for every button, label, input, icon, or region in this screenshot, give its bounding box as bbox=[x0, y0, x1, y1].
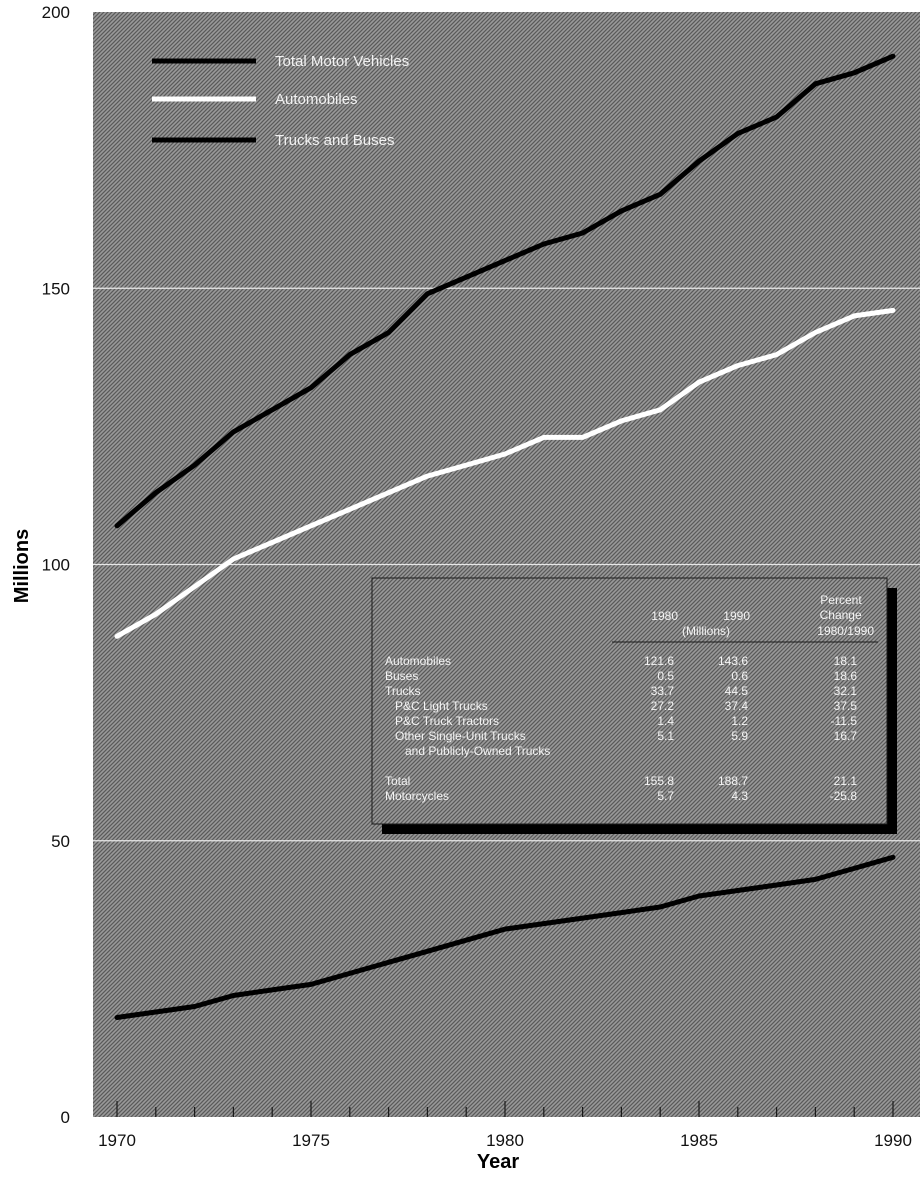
x-axis-tick-labels: 1970 1975 1980 1985 1990 bbox=[98, 1131, 912, 1150]
table-row: P&C Truck Tractors 1.4 1.2 -11.5 bbox=[395, 714, 857, 728]
table-row: Buses 0.5 0.6 18.6 bbox=[385, 669, 857, 683]
table-cell-1990: 4.3 bbox=[731, 789, 748, 803]
table-row: Other Single-Unit Trucks 5.1 5.9 16.7 bbox=[395, 729, 857, 743]
series-total-motor-vehicles bbox=[114, 53, 896, 529]
x-axis-title: Year bbox=[477, 1151, 519, 1173]
table-cell-1990: 143.6 bbox=[718, 654, 748, 668]
table-row-label: Buses bbox=[385, 669, 418, 683]
table-cell-percent: 18.1 bbox=[834, 654, 858, 668]
table-cell-percent: -25.8 bbox=[830, 789, 858, 803]
table-row: Trucks 33.7 44.5 32.1 bbox=[385, 684, 857, 698]
table-row: Automobiles 121.6 143.6 18.1 bbox=[385, 654, 857, 668]
table-cell-1980: 121.6 bbox=[644, 654, 674, 668]
table-cell-1980: 33.7 bbox=[651, 684, 675, 698]
x-tick-label-1970: 1970 bbox=[98, 1131, 136, 1150]
y-tick-label-150: 150 bbox=[42, 279, 70, 298]
table-row-label: Trucks bbox=[385, 684, 421, 698]
table-row-label: Automobiles bbox=[385, 654, 451, 668]
table-cell-percent: 16.7 bbox=[834, 729, 858, 743]
y-axis-tick-labels: 0 50 100 150 200 bbox=[42, 3, 70, 1127]
table-cell-1990: 37.4 bbox=[725, 699, 749, 713]
table-cell-1980: 0.5 bbox=[657, 669, 674, 683]
y-axis-title: Millions bbox=[11, 529, 33, 603]
table-row: Total 155.8 188.7 21.1 bbox=[385, 774, 857, 788]
table-cell-1980: 27.2 bbox=[651, 699, 675, 713]
table-cell-1980: 5.1 bbox=[657, 729, 674, 743]
table-units: (Millions) bbox=[682, 624, 730, 638]
table-cell-1980: 5.7 bbox=[657, 789, 674, 803]
table-rows: Automobiles 121.6 143.6 18.1 Buses 0.5 0.6 18.6… bbox=[385, 654, 857, 803]
table-cell-percent: 18.6 bbox=[834, 669, 858, 683]
table-row: P&C Light Trucks 27.2 37.4 37.5 bbox=[395, 699, 857, 713]
x-tick-label-1975: 1975 bbox=[292, 1131, 330, 1150]
x-tick-label-1980: 1980 bbox=[486, 1131, 524, 1150]
table-row-label: and Publicly-Owned Trucks bbox=[405, 744, 550, 758]
table-cell-percent: 37.5 bbox=[834, 699, 858, 713]
table-header-1980: 1980 bbox=[651, 609, 678, 623]
x-tick-label-1985: 1985 bbox=[680, 1131, 718, 1150]
legend-label-trucks-buses: Trucks and Buses bbox=[275, 132, 395, 149]
inset-table-box bbox=[371, 577, 888, 825]
y-tick-label-0: 0 bbox=[61, 1108, 70, 1127]
legend-label-automobiles: Automobiles bbox=[275, 91, 358, 108]
x-tick-label-1990: 1990 bbox=[874, 1131, 912, 1150]
legend-label-total: Total Motor Vehicles bbox=[275, 53, 409, 70]
table-row-label: Motorcycles bbox=[385, 789, 449, 803]
gridlines bbox=[93, 287, 920, 842]
series-lines bbox=[114, 53, 896, 1020]
table-header-percent: Percent Change 1980/1990 bbox=[817, 593, 874, 638]
table-cell-percent: 32.1 bbox=[834, 684, 858, 698]
table-cell-percent: 21.1 bbox=[834, 774, 858, 788]
table-cell-1990: 188.7 bbox=[718, 774, 748, 788]
table-row: and Publicly-Owned Trucks bbox=[405, 744, 550, 758]
table-cell-1980: 155.8 bbox=[644, 774, 674, 788]
legend: Total Motor Vehicles Automobiles Trucks … bbox=[152, 53, 409, 149]
table-cell-percent: -11.5 bbox=[831, 714, 858, 728]
table-cell-1990: 5.9 bbox=[731, 729, 748, 743]
x-axis-ticks bbox=[116, 1101, 894, 1117]
y-tick-label-200: 200 bbox=[42, 3, 70, 22]
series-automobiles bbox=[114, 307, 896, 639]
table-row-label: P&C Light Trucks bbox=[395, 699, 488, 713]
table-row-label: P&C Truck Tractors bbox=[395, 714, 499, 728]
series-trucks-and-buses bbox=[114, 854, 896, 1020]
inset-table: 1980 1990 Percent Change 1980/1990 (Mill… bbox=[371, 577, 897, 834]
table-cell-1990: 1.2 bbox=[731, 714, 748, 728]
table-row: Motorcycles 5.7 4.3 -25.8 bbox=[385, 789, 857, 803]
table-header-1990: 1990 bbox=[723, 609, 750, 623]
table-cell-1990: 0.6 bbox=[731, 669, 748, 683]
y-tick-label-100: 100 bbox=[42, 556, 70, 575]
table-row-label: Other Single-Unit Trucks bbox=[395, 729, 526, 743]
table-row-label: Total bbox=[385, 774, 410, 788]
y-tick-label-50: 50 bbox=[51, 832, 70, 851]
table-cell-1990: 44.5 bbox=[725, 684, 749, 698]
table-cell-1980: 1.4 bbox=[657, 714, 674, 728]
